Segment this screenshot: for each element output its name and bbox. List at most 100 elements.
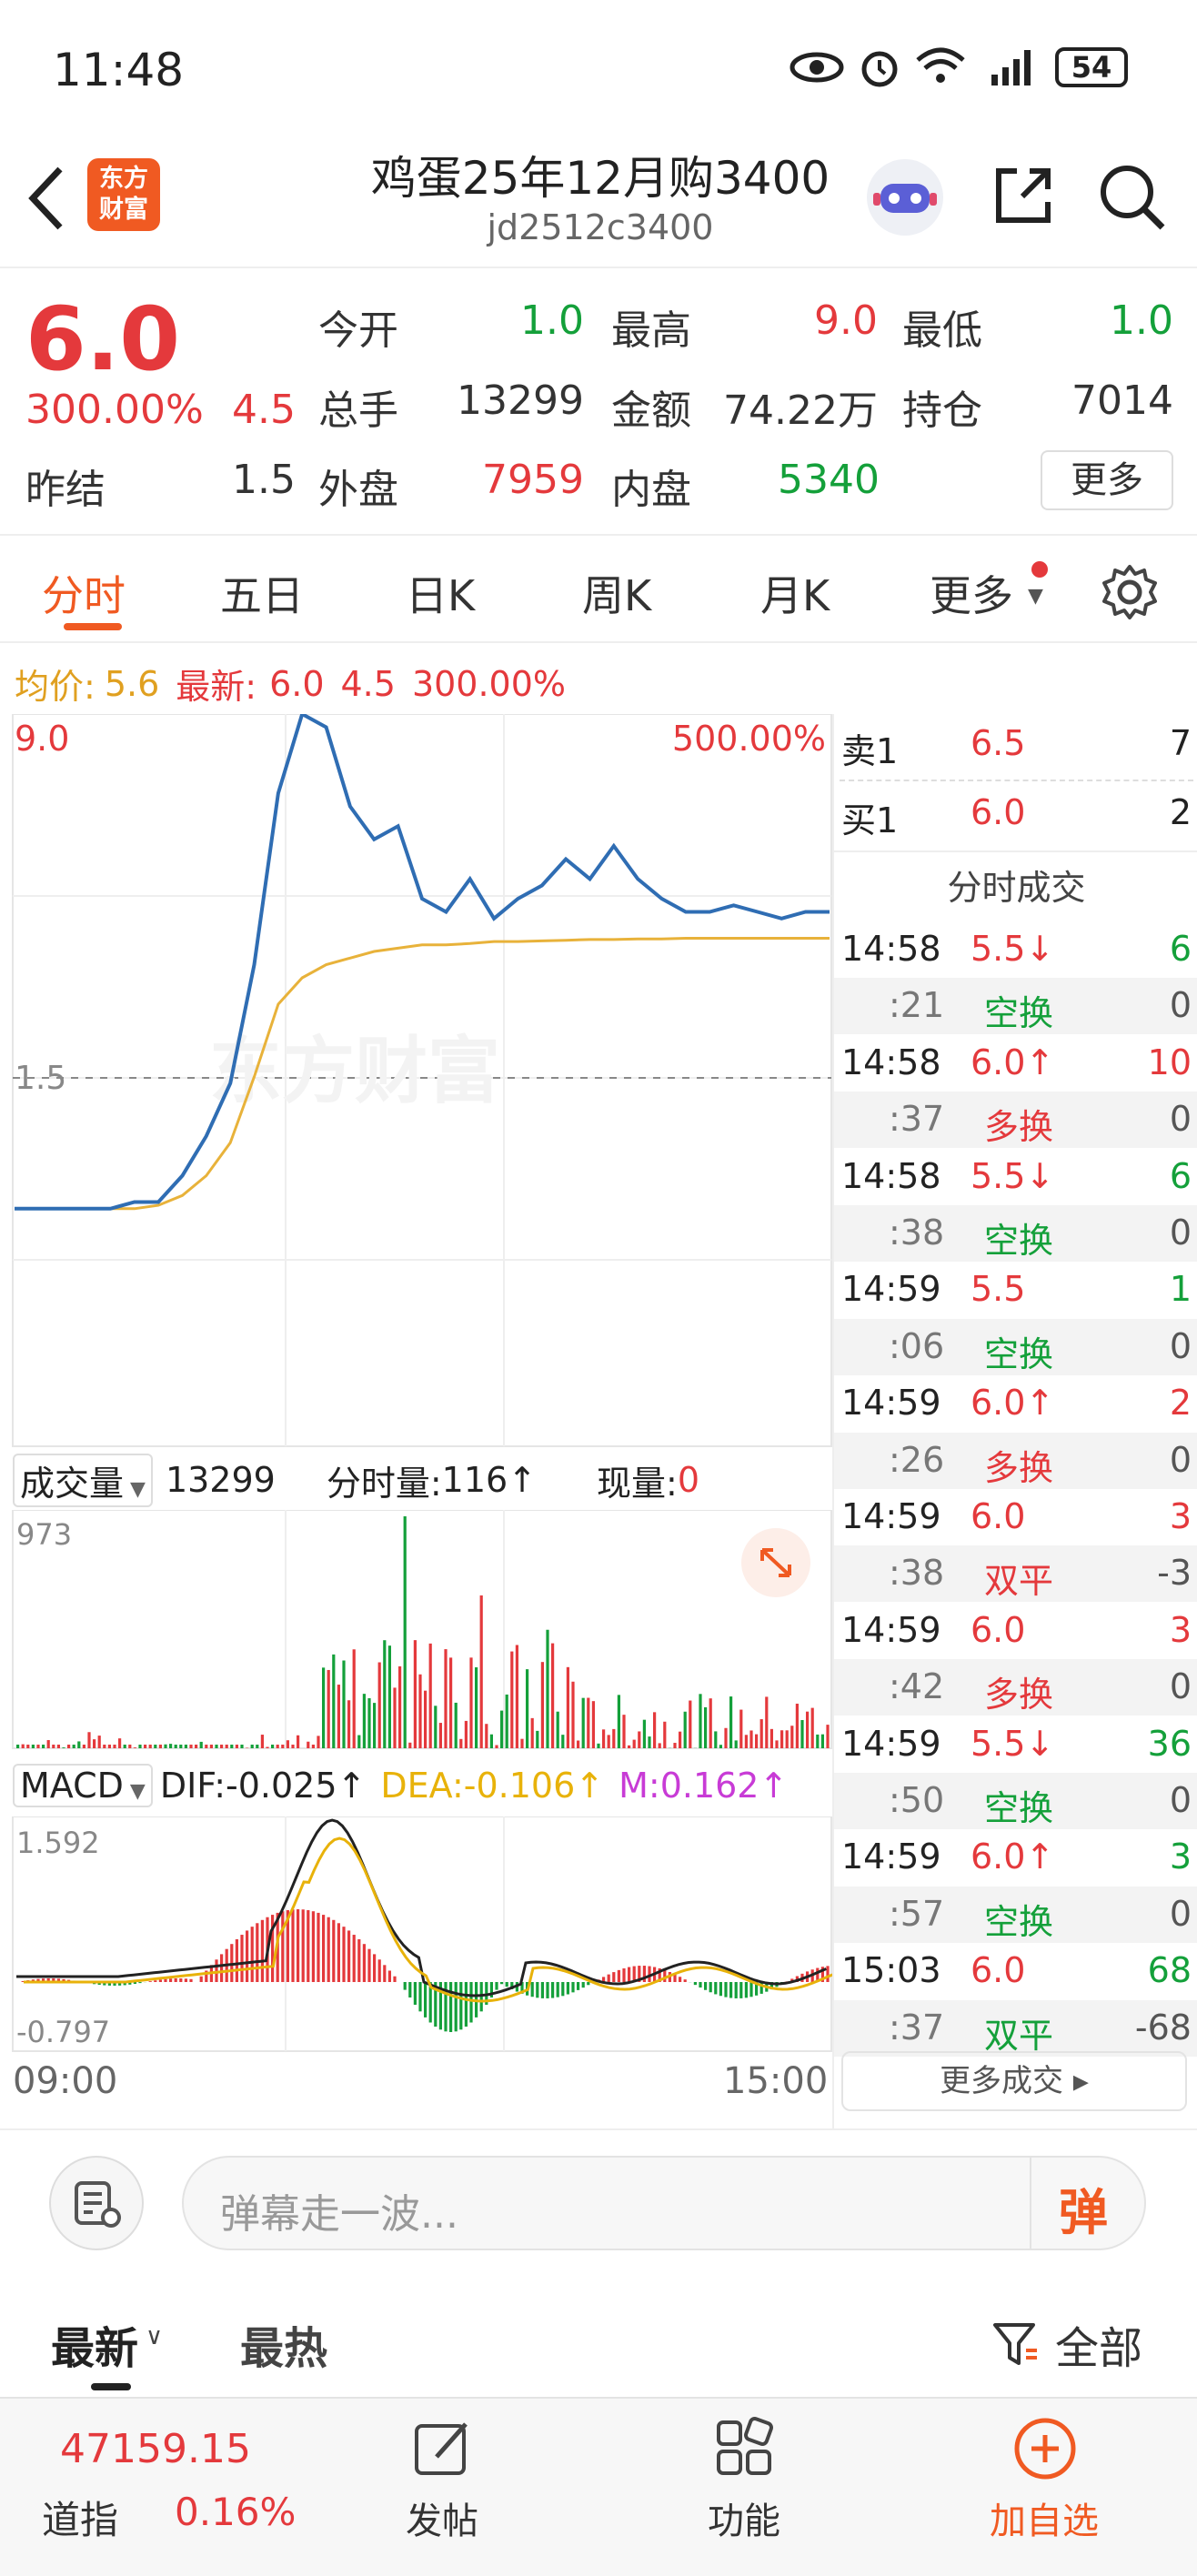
- robot-assistant-icon[interactable]: [864, 156, 946, 238]
- macd-bar: [663, 1969, 667, 1982]
- compose-button[interactable]: [49, 2156, 144, 2250]
- volume-label: 总手: [318, 387, 398, 434]
- macd-bar: [485, 1982, 488, 2005]
- trade-time: :26: [889, 1439, 945, 1480]
- tab-monthly-k[interactable]: 月K: [760, 571, 830, 620]
- tab-daily-k[interactable]: 日K: [406, 571, 476, 620]
- trade-time: 14:58: [841, 929, 941, 969]
- macd-bar: [612, 1972, 616, 1982]
- app-logo: 东方 财富: [87, 158, 160, 231]
- macd-bar: [438, 1982, 442, 2030]
- more-quote-button[interactable]: 更多: [1041, 450, 1173, 510]
- volume-seg-value: 116↑: [441, 1460, 538, 1500]
- macd-bar: [759, 1982, 763, 1994]
- caret-right-icon: ▸: [1063, 2063, 1089, 2099]
- ask-1-row: 卖1 6.5 7: [834, 716, 1197, 772]
- macd-bar: [322, 1915, 326, 1982]
- price-legend: 均价: 5.6 最新: 6.0 4.5 300.00%: [0, 646, 1197, 714]
- price-chart[interactable]: 东方财富 9.0 500.00% 1.5: [0, 714, 832, 1451]
- volume-bar: [189, 1745, 193, 1748]
- volume-bar: [107, 1745, 111, 1748]
- volume-bar: [398, 1665, 402, 1748]
- macd-bar: [403, 1982, 407, 1990]
- volume-bar: [144, 1745, 147, 1748]
- tab-latest[interactable]: 最新: [51, 2323, 139, 2374]
- danmaku-send-button[interactable]: 弹: [1059, 2184, 1108, 2241]
- trade-price: 多换: [984, 1107, 1054, 1148]
- volume-bar: [367, 1697, 371, 1748]
- trade-price: 空换: [984, 1333, 1054, 1374]
- macd-bar: [444, 1982, 448, 2032]
- volume-bar: [806, 1711, 810, 1748]
- volume-bar: [413, 1640, 417, 1748]
- macd-bar: [617, 1969, 620, 1982]
- macd-bar: [164, 1978, 167, 1982]
- trade-row: :21 空换 0: [834, 978, 1197, 1035]
- logo-line-2: 财富: [99, 196, 148, 224]
- macd-bar: [297, 1909, 300, 1982]
- trade-volume: 0: [1169, 1325, 1192, 1366]
- volume-total: 13299: [165, 1460, 276, 1500]
- volume-chart[interactable]: 973: [0, 1510, 832, 1756]
- tab-five-day[interactable]: 五日: [220, 571, 304, 620]
- volume-bar: [220, 1745, 224, 1748]
- volume-bar: [424, 1690, 428, 1748]
- more-trades-button[interactable]: 更多成交 ▸: [841, 2051, 1187, 2111]
- settings-gear-icon[interactable]: [1101, 563, 1159, 621]
- open-interest-value: 7014: [1071, 377, 1173, 424]
- volume-bar: [617, 1695, 620, 1748]
- tab-weekly-k[interactable]: 周K: [582, 571, 652, 620]
- trade-time: :57: [889, 1893, 945, 1934]
- macd-bar: [311, 1911, 315, 1982]
- back-arrow-icon[interactable]: [25, 164, 65, 233]
- volume-bar: [250, 1745, 254, 1748]
- macd-selector[interactable]: MACD ▼: [13, 1764, 153, 1807]
- macd-bar: [749, 1982, 753, 1997]
- trade-row: 14:59 6.0 3: [834, 1489, 1197, 1545]
- volume-bar: [607, 1735, 610, 1748]
- macd-bar: [820, 1967, 824, 1982]
- macd-bar: [693, 1982, 697, 1986]
- volume-bar: [759, 1719, 763, 1748]
- macd-bar: [97, 1982, 101, 1986]
- tab-hot[interactable]: 最热: [240, 2323, 328, 2374]
- volume-bar: [235, 1745, 238, 1748]
- share-icon[interactable]: [990, 162, 1057, 229]
- macd-chart[interactable]: 1.592 -0.797: [0, 1816, 832, 2058]
- danmaku-input[interactable]: 弹幕走一波... 弹: [182, 2156, 1146, 2250]
- filter-all[interactable]: 全部: [1055, 2323, 1143, 2374]
- nav-post[interactable]: 发帖: [406, 2501, 478, 2542]
- trade-price: 双平: [984, 2015, 1054, 2056]
- volume-value: 13299: [457, 377, 584, 424]
- volume-bar: [82, 1745, 86, 1748]
- volume-bar: [495, 1745, 498, 1748]
- volume-bar: [56, 1745, 60, 1748]
- volume-bar: [628, 1745, 631, 1748]
- tab-more[interactable]: 更多: [930, 571, 1013, 620]
- trade-volume: 6: [1169, 1155, 1192, 1196]
- index-ticker[interactable]: 47159.15 道指 0.16%: [0, 2399, 309, 2576]
- trade-row: :06 空换 0: [834, 1318, 1197, 1375]
- tab-intraday[interactable]: 分时: [42, 571, 126, 620]
- macd-min-label: -0.797: [16, 2015, 110, 2049]
- nav-add-watchlist[interactable]: 加自选: [990, 2501, 1099, 2542]
- open-interest-label: 持仓: [902, 387, 982, 434]
- trade-price: 双平: [984, 1561, 1054, 1602]
- search-icon[interactable]: [1097, 162, 1168, 233]
- expand-icon: [760, 1548, 791, 1577]
- macd-bar: [724, 1982, 728, 1997]
- volume-selector[interactable]: 成交量 ▼: [13, 1453, 153, 1507]
- trade-time: :50: [889, 1780, 945, 1820]
- macd-bar: [755, 1982, 759, 1996]
- trade-volume: 6: [1169, 929, 1192, 969]
- volume-bar: [307, 1741, 310, 1748]
- caret-down-icon: ▼: [1028, 585, 1043, 608]
- trade-volume: 2: [1169, 1383, 1192, 1424]
- trade-price: 5.5: [971, 1269, 1026, 1310]
- trade-volume: 3: [1169, 1836, 1192, 1877]
- nav-functions[interactable]: 功能: [708, 2501, 780, 2542]
- trade-time: 15:03: [841, 1950, 941, 1991]
- filter-icon[interactable]: [991, 2319, 1041, 2370]
- volume-bar: [164, 1744, 167, 1748]
- trade-row: 14:59 6.0↑ 2: [834, 1375, 1197, 1432]
